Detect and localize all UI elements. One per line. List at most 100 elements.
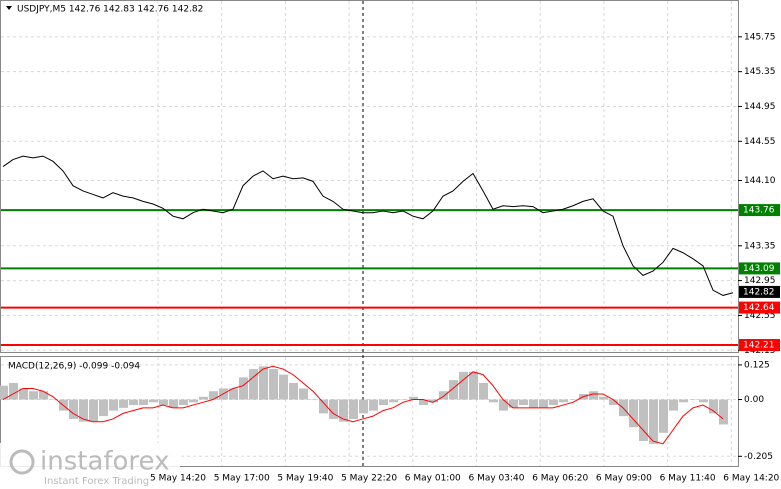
menu-arrow: [6, 6, 12, 10]
level-label-box: [739, 204, 780, 217]
macd-bar: [589, 391, 598, 400]
macd-bar: [479, 382, 488, 400]
x-tick-label: 5 May 17:00: [214, 474, 270, 484]
macd-bar: [419, 399, 428, 406]
macd-bar: [509, 399, 518, 408]
macd-bar: [109, 399, 118, 411]
macd-bar: [179, 399, 188, 406]
macd-bar: [699, 399, 708, 403]
level-label: 142.64: [743, 303, 775, 313]
macd-bar: [389, 399, 398, 403]
watermark-icon: [9, 449, 35, 475]
y-tick-label: 143.35: [744, 241, 776, 251]
macd-bar: [359, 399, 368, 414]
x-tick-label: 5 May 19:40: [277, 474, 333, 484]
level-label-box: [739, 262, 780, 275]
x-tick-label: 5 May 14:20: [150, 474, 206, 484]
macd-bar: [709, 399, 718, 414]
macd-bar: [89, 399, 98, 422]
price-line: [2, 155, 734, 296]
macd-bar: [29, 391, 38, 400]
macd-bar: [429, 399, 438, 403]
macd-bar: [659, 399, 668, 433]
y-tick-label: 144.95: [744, 102, 776, 112]
x-tick-label: 5 May 22:20: [341, 474, 397, 484]
macd-bar: [279, 374, 288, 400]
y-tick-label: 142.95: [744, 276, 776, 286]
macd-bar: [99, 399, 108, 417]
level-label: 142.21: [743, 341, 775, 351]
y-tick-label: 145.35: [744, 67, 776, 77]
macd-bar: [249, 369, 258, 400]
grid: [1, 1, 738, 466]
macd-bar: [119, 399, 128, 408]
macd-bar: [159, 399, 168, 406]
last-price-label: 142.82: [743, 287, 775, 297]
watermark-bg: [0, 443, 180, 489]
price-panel-frame: [0, 0, 739, 353]
macd-bar: [289, 382, 298, 400]
macd-bar: [339, 399, 348, 422]
macd-bar: [189, 399, 198, 403]
macd-bar: [649, 399, 658, 444]
macd-bar: [549, 399, 558, 406]
x-tick-label: 6 May 14:20: [723, 474, 779, 484]
macd-bar: [409, 396, 418, 400]
macd-bar: [299, 388, 308, 400]
macd-bar: [79, 399, 88, 422]
macd-bar: [39, 391, 48, 400]
macd-bar: [449, 380, 458, 400]
macd-bar: [379, 399, 388, 406]
macd-bar: [239, 377, 248, 400]
macd-bar: [609, 399, 618, 406]
macd-bar: [69, 399, 78, 419]
marks: [0, 155, 738, 445]
macd-bar: [329, 399, 338, 419]
y-tick-label: 0.125: [744, 360, 770, 370]
chart-title: USDJPY,M5 142.76 142.83 142.76 142.82: [17, 5, 203, 15]
macd-bar: [639, 399, 648, 442]
macd-bar: [229, 388, 238, 400]
y-tick-label: 145.75: [744, 32, 776, 42]
macd-bar: [199, 396, 208, 400]
macd-bar: [269, 369, 278, 400]
macd-bar: [719, 399, 728, 425]
macd-bar: [489, 399, 498, 403]
y-tick-label: 144.55: [744, 137, 776, 147]
y-tick-label: 142.55: [744, 311, 776, 321]
macd-bar: [539, 399, 548, 408]
macd-bar: [519, 399, 528, 406]
macd-bar: [369, 399, 378, 411]
y-tick-label: -0.205: [744, 452, 773, 462]
macd-bar: [309, 399, 318, 401]
macd-bar: [209, 391, 218, 400]
macd-bar: [169, 399, 178, 408]
y-tick-label: 0.00: [744, 395, 764, 405]
x-tick-label: 6 May 03:40: [469, 474, 525, 484]
macd-bar: [139, 399, 148, 406]
watermark: instaforex Instant Forex Trading: [0, 443, 180, 489]
macd-bar: [459, 371, 468, 400]
macd-bar: [49, 399, 58, 401]
macd-bar: [469, 371, 478, 400]
macd-bar: [629, 399, 638, 428]
x-tick-label: 6 May 11:40: [660, 474, 716, 484]
macd-bar: [19, 388, 28, 400]
x-tick-label: 6 May 01:00: [405, 474, 461, 484]
macd-bar: [689, 399, 698, 401]
macd-bar: [319, 399, 328, 414]
macd-bar: [259, 366, 268, 400]
macd-bar: [569, 399, 578, 401]
macd-panel-frame: [0, 356, 739, 467]
x-tick-label: 6 May 09:00: [596, 474, 652, 484]
level-label-box: [739, 339, 780, 352]
macd-bar: [399, 399, 408, 401]
level-label: 143.09: [743, 264, 775, 274]
watermark-brand: instaforex: [40, 447, 169, 477]
macd-bar: [599, 396, 608, 400]
macd-bar: [0, 385, 8, 400]
signal-line: [2, 365, 724, 445]
macd-bar: [129, 399, 138, 406]
macd-bar: [529, 399, 538, 408]
macd-bar: [669, 399, 678, 411]
